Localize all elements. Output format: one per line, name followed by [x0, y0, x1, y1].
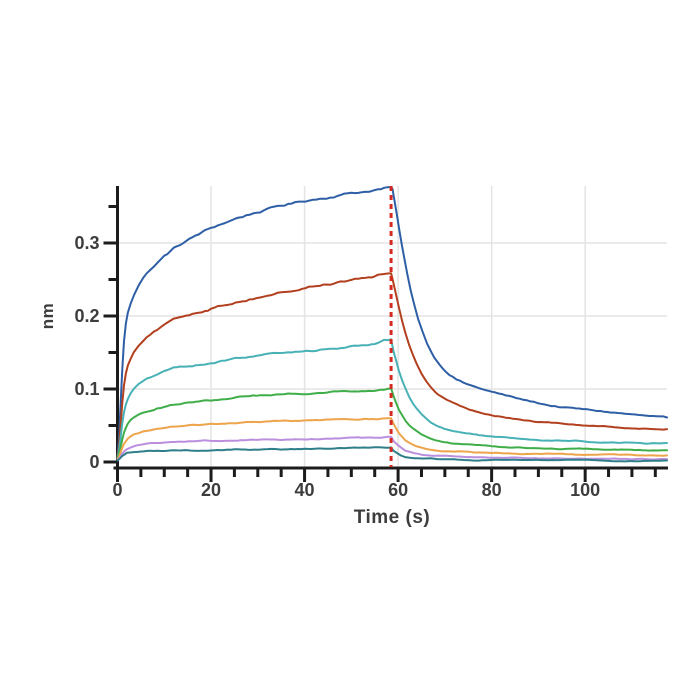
trace-3-cyan: [116, 338, 668, 459]
y-tick-label: 0.1: [74, 379, 99, 399]
y-axis-title: nm: [38, 302, 57, 330]
x-tick-label: 60: [388, 480, 408, 500]
x-tick-label: 80: [482, 480, 502, 500]
x-tick-label: 100: [570, 480, 600, 500]
trace-4-green: [116, 387, 668, 460]
x-tick-label: 20: [201, 480, 221, 500]
trace-6-light-purple: [116, 435, 668, 461]
trace-5-orange: [116, 417, 668, 460]
y-tick-label: 0.3: [74, 233, 99, 253]
trace-1-dark-blue: [116, 186, 668, 457]
x-axis-title: Time (s): [353, 507, 431, 528]
y-tick-label: 0: [89, 452, 99, 472]
trace-2-brick-red: [116, 272, 668, 459]
x-tick-label: 40: [295, 480, 315, 500]
y-tick-label: 0.2: [74, 306, 99, 326]
x-tick-label: 0: [112, 480, 122, 500]
